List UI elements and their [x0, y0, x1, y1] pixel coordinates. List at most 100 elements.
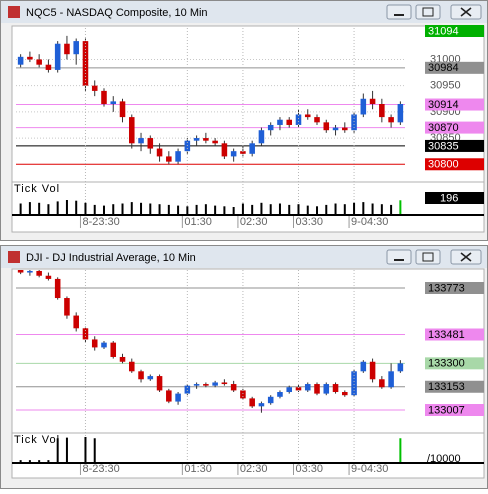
level-box — [425, 98, 484, 111]
level-box — [425, 404, 484, 417]
plot — [16, 35, 405, 165]
volume-bar — [47, 204, 50, 214]
window-icon — [8, 251, 20, 263]
volume-bar — [325, 204, 328, 214]
title-bar[interactable] — [1, 1, 487, 23]
candle-body — [351, 371, 357, 396]
volume-label: Tick Vol — [14, 434, 60, 446]
candle-body — [304, 114, 311, 118]
volume-bar — [371, 203, 374, 214]
volume-bar — [241, 203, 244, 214]
candle-body — [249, 143, 255, 154]
volume-scale-label: /10000 — [427, 453, 461, 465]
volume-bar — [343, 204, 346, 214]
candle-body — [73, 41, 79, 55]
volume-bar — [75, 200, 78, 214]
candle-body — [286, 119, 293, 125]
candle-body — [64, 298, 70, 316]
volume-bar — [288, 204, 291, 214]
close-glyph — [460, 7, 472, 17]
minimize-button[interactable] — [386, 4, 412, 20]
chart-area — [11, 25, 485, 233]
volume-bar — [19, 460, 22, 462]
candle-body — [36, 59, 42, 65]
candle-body — [258, 130, 265, 144]
candle-body — [101, 342, 107, 348]
volume-bar — [204, 204, 207, 214]
candle-body — [147, 376, 154, 380]
volume-bar — [149, 203, 152, 214]
level-label: 133007 — [428, 404, 465, 416]
window-icon — [8, 6, 20, 18]
window-buttons[interactable] — [386, 4, 482, 265]
candle-body — [360, 98, 367, 115]
level-box — [425, 158, 484, 171]
volume-value-box — [425, 192, 484, 204]
candle-body — [64, 43, 70, 55]
candle-body — [323, 384, 330, 394]
level-box — [425, 281, 484, 294]
volume-bar — [260, 202, 263, 214]
candle-body — [138, 138, 144, 144]
candle-body — [249, 398, 255, 407]
y-tick-label: 31000 — [430, 53, 461, 65]
maximize-glyph — [422, 7, 434, 17]
volume-bar — [38, 460, 41, 462]
level-box — [425, 380, 484, 393]
volume-bar — [47, 460, 50, 462]
volume-bar — [84, 202, 87, 214]
level-label: 30870 — [428, 122, 459, 134]
candle-body — [258, 403, 265, 407]
candle-body — [388, 117, 394, 123]
candle-body — [166, 390, 172, 402]
maximize-button[interactable] — [415, 249, 441, 265]
volume-bar — [140, 202, 143, 214]
candle-body — [212, 140, 218, 144]
candle-body — [397, 363, 404, 372]
candle-body — [323, 122, 330, 131]
candle-body — [110, 101, 117, 104]
minimize-button[interactable] — [386, 249, 412, 265]
candle-body — [342, 127, 348, 131]
candle-body — [267, 124, 274, 131]
window-title: DJI - DJ Industrial Average, 10 Min — [26, 252, 196, 264]
plot — [16, 270, 405, 413]
candle-body — [379, 379, 385, 388]
candle-body — [212, 382, 218, 386]
candle-body — [351, 114, 357, 131]
level-label: 31094 — [428, 25, 459, 37]
candle-body — [397, 104, 404, 123]
x-tick-label: 03:30 — [295, 216, 323, 228]
level-box — [425, 139, 484, 152]
candle-body — [101, 90, 107, 104]
candle-body — [203, 384, 209, 386]
volume-bar — [38, 202, 41, 214]
candle-body — [369, 361, 376, 380]
volume-bar — [56, 201, 59, 214]
candle-body — [17, 56, 24, 65]
level-label: 133153 — [428, 381, 465, 393]
candle-body — [128, 361, 135, 372]
level-label: 30800 — [428, 159, 459, 171]
candle-body — [91, 85, 98, 91]
volume-bar — [56, 438, 59, 462]
maximize-button[interactable] — [415, 4, 441, 20]
volume-bar — [186, 206, 189, 214]
title-bar[interactable] — [1, 246, 487, 268]
level-label: 133773 — [428, 282, 465, 294]
volume-bar — [399, 438, 402, 462]
candle-body — [221, 143, 228, 157]
volume-bar — [251, 204, 254, 214]
volume-bar — [214, 205, 217, 214]
volume-bar — [177, 205, 180, 214]
volume-bar — [28, 460, 31, 462]
volume-label: Tick Vol — [14, 183, 60, 195]
volume-bar — [28, 202, 31, 214]
level-label: 133481 — [428, 329, 465, 341]
volume-bar — [380, 204, 383, 214]
volume-bar — [269, 204, 272, 214]
volume-bar — [297, 204, 300, 214]
level-label: 30984 — [428, 62, 459, 74]
candle-body — [193, 384, 200, 386]
